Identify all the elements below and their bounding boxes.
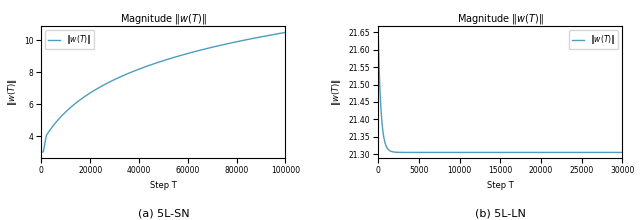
X-axis label: Step T: Step T <box>487 181 513 190</box>
$\|w(T)\|$ <box>80 96 88 99</box>
$\|w(T)\|$ <box>588 151 595 154</box>
$\|w(T)\|$ <box>65 107 73 110</box>
$\|w(T)\|$ <box>614 151 621 154</box>
$\|w(T)\|$ <box>131 69 139 72</box>
$\|w(T)\|$ <box>374 31 382 34</box>
$\|w(T)\|$ <box>468 151 476 154</box>
$\|w(T)\|$ <box>141 65 149 68</box>
Legend: $\|w(T)\|$: $\|w(T)\|$ <box>569 30 618 49</box>
$\|w(T)\|$ <box>38 151 45 154</box>
$\|w(T)\|$ <box>402 151 410 154</box>
Line: $\|w(T)\|$: $\|w(T)\|$ <box>42 32 285 152</box>
$\|w(T)\|$ <box>479 151 486 154</box>
Text: (a) 5L-SN: (a) 5L-SN <box>138 209 189 218</box>
Title: Magnitude $\|w(T)\|$: Magnitude $\|w(T)\|$ <box>457 12 543 26</box>
Legend: $\|w(T)\|$: $\|w(T)\|$ <box>45 30 95 49</box>
$\|w(T)\|$ <box>282 31 289 34</box>
$\|w(T)\|$ <box>417 151 424 154</box>
Line: $\|w(T)\|$: $\|w(T)\|$ <box>378 32 622 152</box>
Y-axis label: $\|w(T)\|$: $\|w(T)\|$ <box>330 79 344 106</box>
$\|w(T)\|$ <box>463 151 471 154</box>
Y-axis label: $\|w(T)\|$: $\|w(T)\|$ <box>6 79 19 106</box>
$\|w(T)\|$ <box>618 151 626 154</box>
$\|w(T)\|$ <box>250 37 258 39</box>
Title: Magnitude $\|w(T)\|$: Magnitude $\|w(T)\|$ <box>120 12 207 26</box>
$\|w(T)\|$ <box>277 32 285 35</box>
Text: (b) 5L-LN: (b) 5L-LN <box>475 209 525 218</box>
X-axis label: Step T: Step T <box>150 181 177 190</box>
